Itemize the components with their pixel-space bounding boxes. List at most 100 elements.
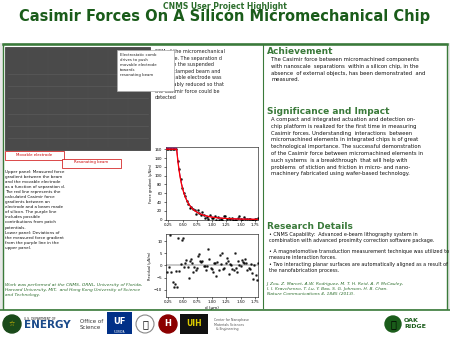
Text: UIH: UIH bbox=[186, 319, 202, 329]
Point bbox=[194, 208, 201, 213]
Text: ENERGY: ENERGY bbox=[24, 320, 71, 330]
Point bbox=[225, 215, 232, 220]
Point bbox=[179, 185, 186, 191]
X-axis label: d (μm): d (μm) bbox=[205, 306, 219, 310]
Point bbox=[175, 236, 182, 241]
Point bbox=[215, 267, 222, 272]
Point bbox=[183, 198, 190, 203]
Point bbox=[245, 265, 252, 271]
Point bbox=[242, 216, 249, 222]
Point bbox=[219, 217, 226, 222]
Text: 🏛: 🏛 bbox=[142, 319, 148, 329]
Point bbox=[184, 264, 191, 270]
Point bbox=[209, 269, 216, 274]
Point bbox=[205, 246, 212, 252]
Text: Resonating beam: Resonating beam bbox=[74, 161, 108, 165]
Bar bbox=[180, 314, 208, 334]
Point bbox=[250, 217, 257, 222]
Point bbox=[202, 268, 210, 273]
Point bbox=[209, 216, 216, 221]
Point bbox=[214, 259, 221, 265]
Point bbox=[237, 216, 244, 221]
Point bbox=[217, 262, 225, 267]
Point bbox=[234, 269, 241, 274]
Point bbox=[229, 266, 236, 271]
Point bbox=[237, 263, 244, 269]
Point bbox=[185, 275, 192, 281]
Point bbox=[234, 258, 242, 264]
Bar bbox=[5, 47, 150, 150]
Point bbox=[189, 260, 196, 265]
Point bbox=[166, 232, 174, 238]
Point bbox=[166, 265, 173, 270]
Point bbox=[194, 254, 202, 259]
Point bbox=[240, 214, 248, 219]
Text: J. Zou, Z. Marcet, A.W. Rodriguez, M. T. H. Reid, A. P. McCauley,
I. I. Kravchen: J. Zou, Z. Marcet, A.W. Rodriguez, M. T.… bbox=[267, 282, 404, 296]
Y-axis label: Force gradient (μN/m): Force gradient (μN/m) bbox=[149, 164, 153, 203]
Point bbox=[248, 271, 256, 276]
Point bbox=[188, 204, 195, 210]
Point bbox=[169, 279, 176, 284]
Point bbox=[187, 256, 194, 262]
Point bbox=[207, 213, 214, 218]
Point bbox=[189, 207, 197, 212]
Point bbox=[225, 272, 233, 277]
Text: FLORIDA: FLORIDA bbox=[113, 330, 125, 334]
Text: Significance and Impact: Significance and Impact bbox=[267, 107, 390, 116]
Circle shape bbox=[385, 316, 401, 332]
Point bbox=[180, 264, 188, 270]
Point bbox=[198, 259, 205, 264]
Point bbox=[252, 272, 259, 278]
Point bbox=[207, 265, 214, 271]
Point bbox=[232, 266, 239, 271]
Point bbox=[182, 260, 189, 266]
Text: Work was performed at the CNMS- ORNL, University of Florida,
Harvard University,: Work was performed at the CNMS- ORNL, Un… bbox=[5, 283, 142, 297]
Point bbox=[168, 147, 175, 152]
Text: U.S. DEPARTMENT OF: U.S. DEPARTMENT OF bbox=[24, 317, 56, 321]
Point bbox=[174, 158, 181, 164]
Point bbox=[192, 267, 199, 272]
Point bbox=[254, 215, 261, 220]
Point bbox=[186, 258, 194, 264]
Text: Upper panel: Measured force
gradient between the beam
and the movable electrode
: Upper panel: Measured force gradient bet… bbox=[5, 170, 65, 250]
Point bbox=[208, 215, 215, 220]
Point bbox=[228, 263, 235, 268]
Text: Casimir Forces On A Silicon Micromechanical Chip: Casimir Forces On A Silicon Micromechani… bbox=[19, 9, 431, 24]
Text: Electrostatic comb
drives to push
movable electrode
towards
resonating beam: Electrostatic comb drives to push movabl… bbox=[120, 53, 157, 77]
Point bbox=[169, 147, 176, 152]
Point bbox=[220, 214, 228, 219]
Point bbox=[242, 256, 249, 261]
Point bbox=[193, 211, 200, 216]
Point bbox=[221, 265, 228, 270]
Text: Office of
Science: Office of Science bbox=[80, 319, 103, 330]
Point bbox=[182, 194, 189, 199]
Bar bbox=[3, 44, 447, 310]
Point bbox=[244, 267, 251, 273]
Bar bbox=[107, 312, 132, 334]
Point bbox=[197, 212, 204, 217]
Text: SEM of the micromechanical
structure. The separation d
between the suspended
dou: SEM of the micromechanical structure. Th… bbox=[155, 49, 225, 100]
Point bbox=[226, 262, 234, 267]
Point bbox=[166, 147, 173, 152]
Point bbox=[228, 215, 235, 221]
Point bbox=[245, 216, 252, 222]
Point bbox=[222, 261, 229, 266]
Point bbox=[223, 255, 230, 261]
Point bbox=[236, 262, 243, 267]
Text: Research Details: Research Details bbox=[267, 222, 353, 231]
Text: 🌿: 🌿 bbox=[390, 319, 396, 329]
Point bbox=[164, 297, 171, 303]
Point bbox=[223, 216, 230, 222]
Point bbox=[217, 216, 225, 222]
Point bbox=[163, 269, 171, 275]
Point bbox=[203, 263, 211, 269]
Point bbox=[205, 217, 212, 222]
Point bbox=[213, 273, 220, 279]
Text: • CNMS Capability:  Advanced e-beam lithography system in
combination with advan: • CNMS Capability: Advanced e-beam litho… bbox=[269, 232, 434, 243]
Point bbox=[236, 213, 243, 219]
Point bbox=[170, 284, 177, 290]
Point bbox=[253, 217, 260, 222]
Point bbox=[240, 260, 248, 266]
Point bbox=[198, 209, 206, 215]
Text: ☆: ☆ bbox=[9, 321, 15, 327]
